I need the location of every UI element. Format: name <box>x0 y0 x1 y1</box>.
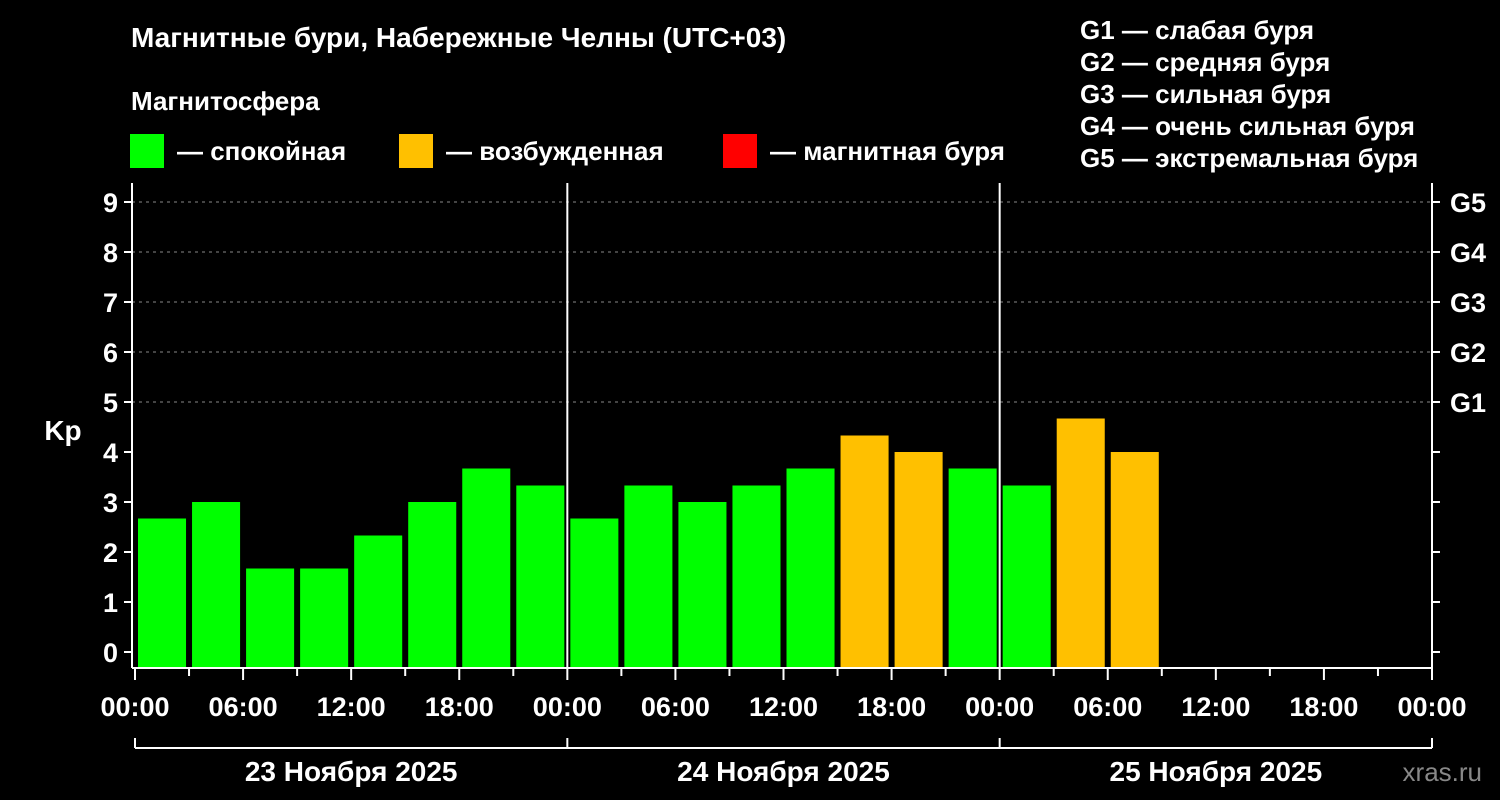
g-tick-label: G3 <box>1450 288 1486 318</box>
y-tick-label: 0 <box>103 638 118 668</box>
kp-bar <box>192 502 241 668</box>
x-tick-label: 18:00 <box>425 692 494 722</box>
kp-bar <box>516 485 565 668</box>
legend-label-disturbed: — возбужденная <box>446 135 664 166</box>
g-legend-item: G5 — экстремальная буря <box>1080 143 1419 173</box>
legend-label-quiet: — спокойная <box>177 135 347 166</box>
kp-bar <box>678 502 727 668</box>
g-scale-legend: G1 — слабая буря G2 — средняя буря G3 — … <box>1080 14 1418 174</box>
kp-bar <box>624 485 673 668</box>
kp-bar <box>354 535 403 668</box>
g-tick-label: G1 <box>1450 388 1486 418</box>
kp-bar <box>1056 418 1105 668</box>
y-tick-label: 7 <box>103 288 118 318</box>
x-tick-label: 12:00 <box>1181 692 1250 722</box>
kp-bar <box>570 518 619 668</box>
x-tick-label: 00:00 <box>1397 692 1466 722</box>
watermark: xras.ru <box>1402 757 1482 787</box>
legend-item-disturbed: — возбужденная <box>399 134 664 168</box>
kp-bar <box>462 468 511 668</box>
day-label: 25 Ноября 2025 <box>1110 756 1323 787</box>
y-tick-label: 9 <box>103 188 118 218</box>
kp-bar <box>786 468 835 668</box>
kp-bar <box>840 435 889 668</box>
day-label: 24 Ноября 2025 <box>677 756 890 787</box>
kp-bar <box>300 568 349 668</box>
g-tick-label: G4 <box>1450 238 1486 268</box>
x-tick-label: 18:00 <box>857 692 926 722</box>
y-tick-label: 5 <box>103 388 118 418</box>
y-tick-label: 4 <box>103 438 118 468</box>
legend-item-quiet: — спокойная <box>130 134 346 168</box>
g-legend-item: G4 — очень сильная буря <box>1080 111 1415 141</box>
kp-bar <box>1002 485 1051 668</box>
x-tick-label: 00:00 <box>533 692 602 722</box>
y-axis-label: Kp <box>44 415 81 446</box>
g-legend-item: G2 — средняя буря <box>1080 47 1331 77</box>
chart-subtitle: Магнитосфера <box>131 86 320 116</box>
legend-swatch-disturbed <box>399 134 433 168</box>
legend-swatch-quiet <box>130 134 164 168</box>
kp-bar <box>894 452 943 668</box>
y-tick-label: 6 <box>103 338 118 368</box>
legend-label-storm: — магнитная буря <box>770 135 1005 166</box>
g-legend-item: G1 — слабая буря <box>1080 15 1315 45</box>
x-tick-label: 12:00 <box>317 692 386 722</box>
y-tick-label: 8 <box>103 238 118 268</box>
legend-swatch-storm <box>723 134 757 168</box>
g-tick-label: G2 <box>1450 338 1486 368</box>
kp-bar <box>948 468 997 668</box>
y-tick-label: 1 <box>103 588 118 618</box>
day-label: 23 Ноября 2025 <box>245 756 458 787</box>
x-tick-label: 06:00 <box>209 692 278 722</box>
legend-item-storm: — магнитная буря <box>723 134 1005 168</box>
x-tick-label: 18:00 <box>1289 692 1358 722</box>
kp-bar <box>732 485 781 668</box>
kp-bar <box>408 502 457 668</box>
y-tick-label: 2 <box>103 538 118 568</box>
kp-bar <box>246 568 295 668</box>
x-tick-label: 00:00 <box>965 692 1034 722</box>
y-tick-label: 3 <box>103 488 118 518</box>
x-tick-label: 06:00 <box>641 692 710 722</box>
g-tick-label: G5 <box>1450 188 1486 218</box>
x-tick-label: 06:00 <box>1073 692 1142 722</box>
x-tick-label: 12:00 <box>749 692 818 722</box>
g-legend-item: G3 — сильная буря <box>1080 79 1332 109</box>
chart-title: Магнитные бури, Набережные Челны (UTC+03… <box>131 22 787 53</box>
x-tick-label: 00:00 <box>100 692 169 722</box>
kp-bar <box>138 518 187 668</box>
kp-bar <box>1110 452 1159 668</box>
